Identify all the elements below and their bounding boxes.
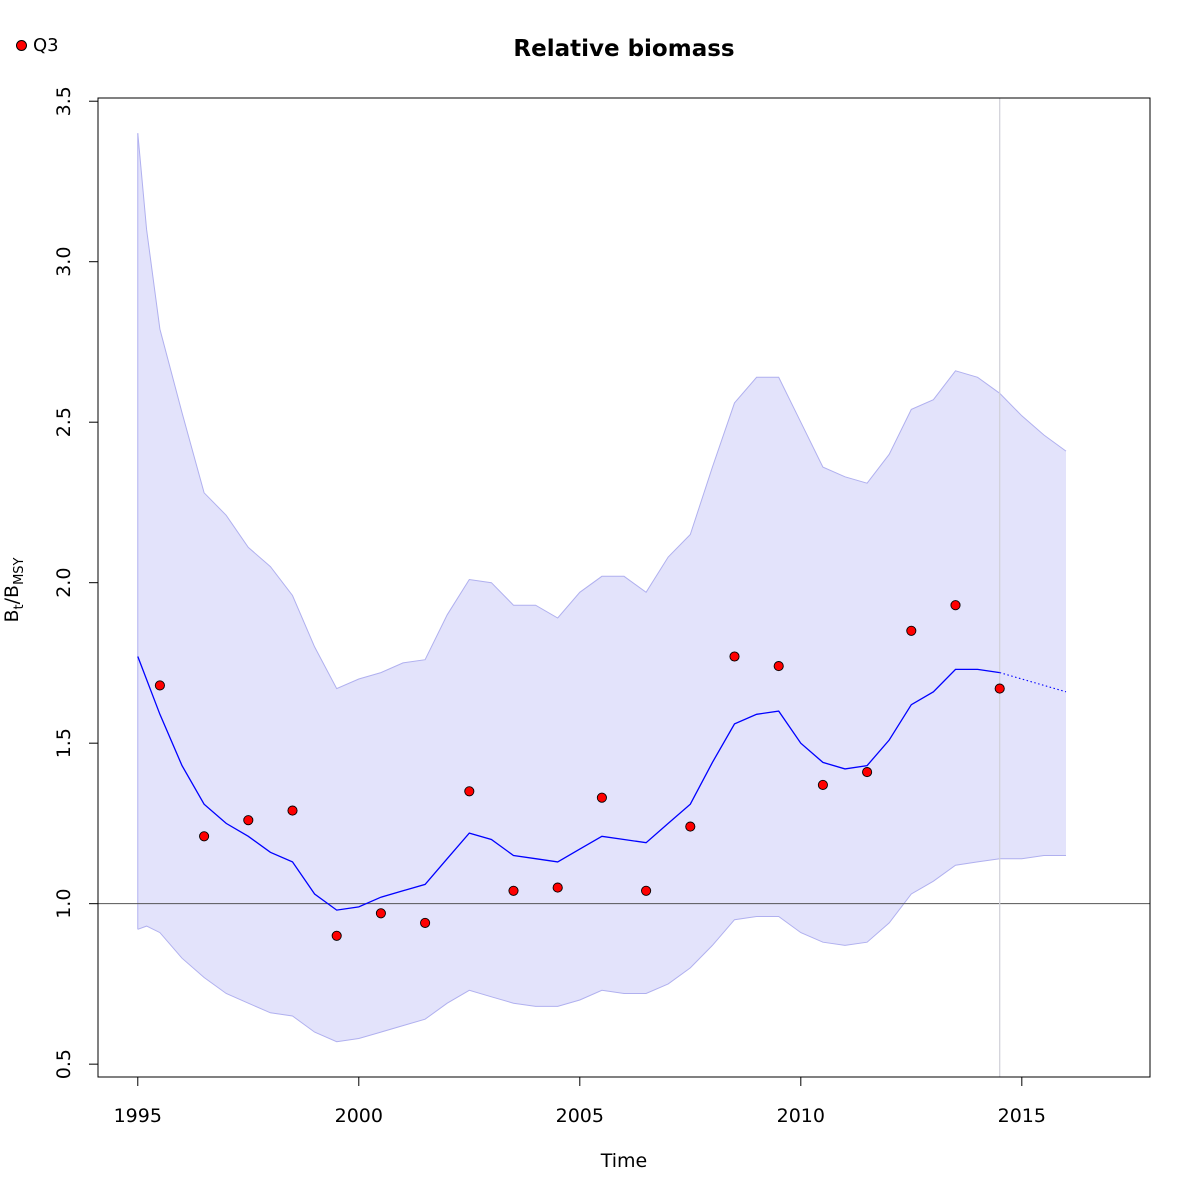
x-axis: 1995 2000 2005 2010 2015 — [114, 1076, 1046, 1127]
observation-point — [420, 917, 431, 928]
observation-point — [685, 821, 696, 832]
legend-label-q3: Q3 — [33, 35, 59, 56]
x-tick-label: 1995 — [114, 1105, 162, 1127]
estimate-line — [137, 656, 1000, 911]
observation-point — [906, 625, 917, 636]
observation-point — [508, 885, 519, 896]
estimate-line-layer — [137, 656, 1067, 911]
observation-point — [464, 786, 475, 797]
observation-point — [287, 805, 298, 816]
observation-points-layer — [154, 600, 1005, 941]
x-tick-label: 2015 — [998, 1105, 1046, 1127]
chart-title: Relative biomass — [513, 36, 735, 62]
legend-marker-q3 — [16, 40, 27, 51]
confidence-band-layer — [137, 133, 1067, 1043]
observation-point — [641, 885, 652, 896]
y-axis-label-main: B — [1, 609, 24, 623]
y-axis-label-sep: /B — [1, 584, 24, 605]
observation-point — [199, 831, 210, 842]
y-axis-label-sub1: t — [11, 604, 27, 610]
y-axis-label: Bt/BMSY — [1, 557, 27, 622]
observation-point — [243, 815, 254, 826]
y-tick-label: 2.0 — [53, 568, 75, 598]
x-tick-label: 2010 — [777, 1105, 825, 1127]
y-tick-label: 3.5 — [53, 86, 75, 116]
x-tick-label: 2000 — [335, 1105, 383, 1127]
x-tick-label: 2005 — [556, 1105, 604, 1127]
y-tick-label: 2.5 — [53, 407, 75, 437]
y-tick-label: 1.5 — [53, 728, 75, 758]
observation-point — [817, 779, 828, 790]
observation-point — [773, 661, 784, 672]
ci-upper-edge — [137, 133, 1067, 690]
y-tick-label: 3.0 — [53, 247, 75, 277]
observation-point — [729, 651, 740, 662]
observation-point — [862, 767, 873, 778]
reference-lines-layer — [98, 98, 1150, 1077]
y-axis-label-sub2: MSY — [11, 557, 27, 585]
y-axis: 0.5 1.0 1.5 2.0 2.5 3.0 3.5 — [53, 86, 99, 1079]
observation-point — [596, 792, 607, 803]
x-axis-label: Time — [600, 1150, 648, 1172]
observation-point — [552, 882, 563, 893]
observation-point — [375, 908, 386, 919]
observation-point — [950, 600, 961, 611]
legend: Q3 — [16, 35, 59, 56]
y-tick-label: 1.0 — [53, 889, 75, 919]
observation-point — [154, 680, 165, 691]
ci-band — [137, 133, 1067, 1042]
observation-point — [994, 683, 1005, 694]
ci-lower-edge — [137, 855, 1066, 1043]
observation-point — [331, 930, 342, 941]
y-tick-label: 0.5 — [53, 1049, 75, 1079]
